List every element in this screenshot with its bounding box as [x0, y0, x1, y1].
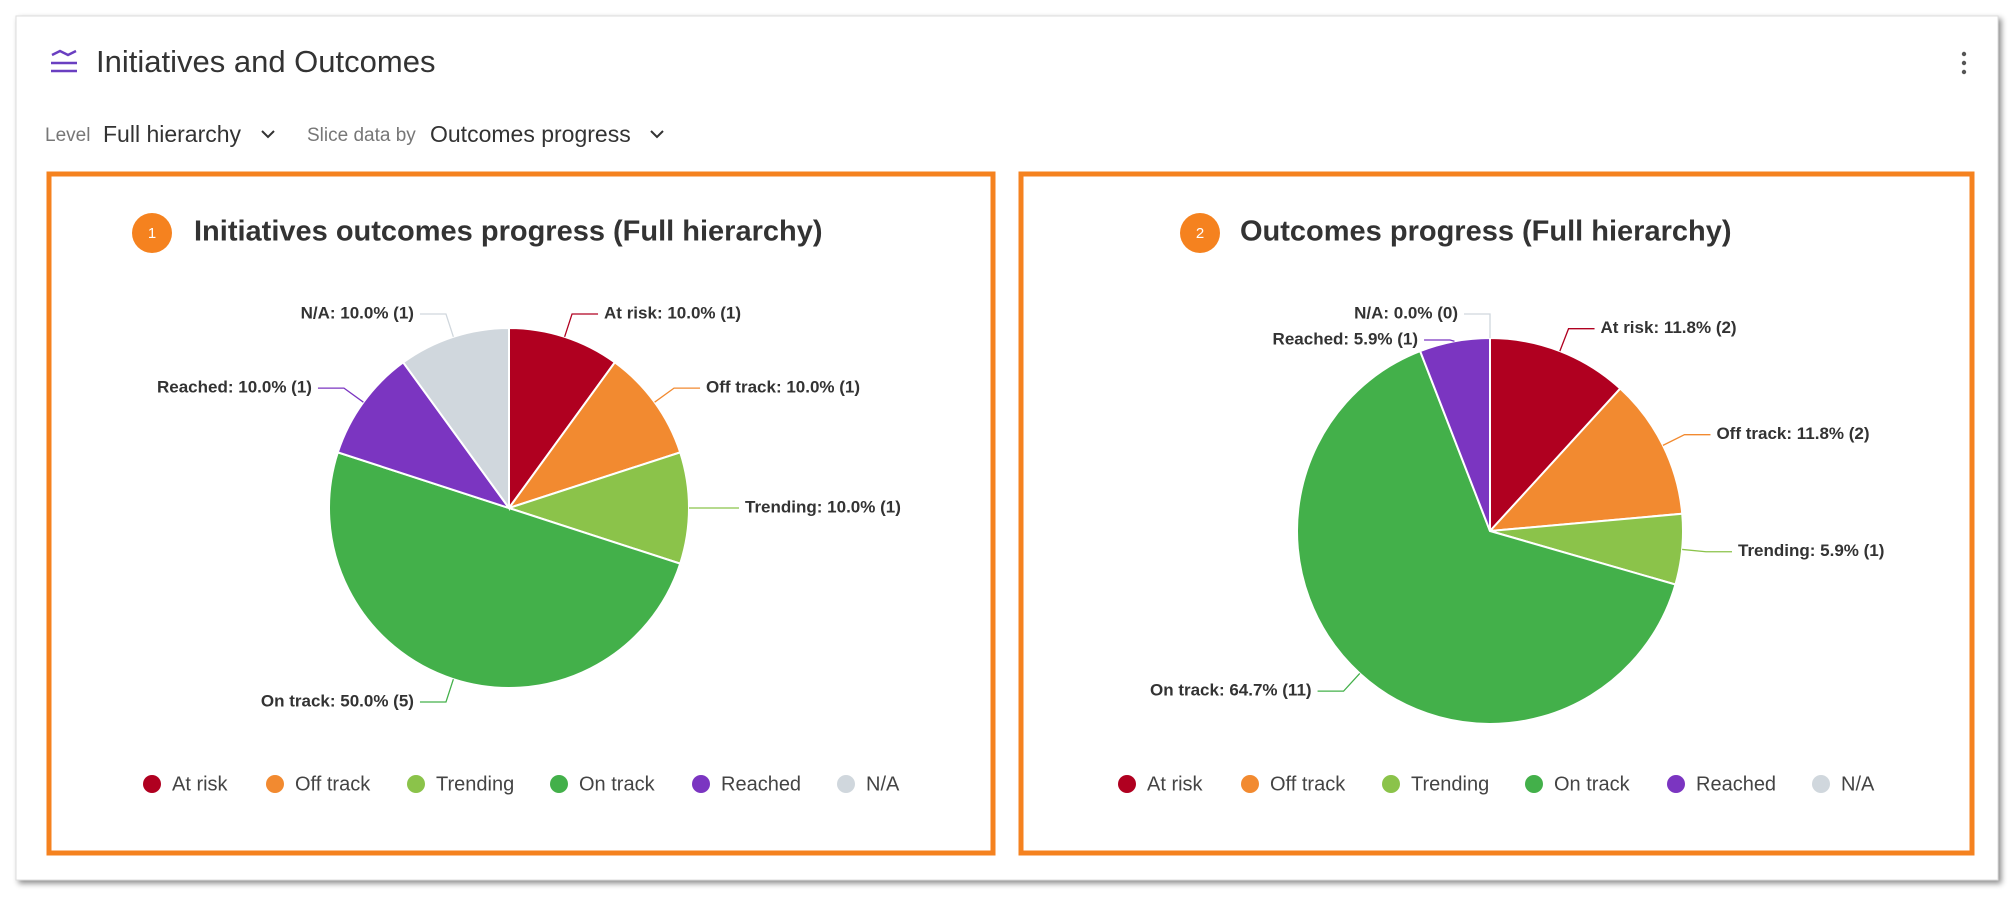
chart-title: Outcomes progress (Full hierarchy) [1240, 216, 1732, 248]
level-dropdown[interactable]: Full hierarchy [103, 121, 242, 147]
legend-swatch [1812, 775, 1830, 793]
badge-number: 1 [148, 225, 156, 242]
legend-swatch [1525, 775, 1543, 793]
legend-swatch [550, 775, 568, 793]
kebab-menu[interactable] [1961, 51, 1967, 75]
chevron[interactable] [650, 130, 664, 139]
legend-label: Reached [721, 773, 801, 795]
data-label: Reached: 10.0% (1) [157, 378, 312, 397]
legend-label: Reached [1696, 773, 1776, 795]
legend-label: Trending [436, 773, 514, 795]
pie-slice [401, 326, 510, 512]
badge [132, 213, 172, 253]
legend-swatch [1241, 775, 1259, 793]
pie-slice [508, 326, 617, 512]
leader-line [419, 313, 454, 338]
pie-slice [506, 360, 682, 510]
legend-label: At risk [172, 773, 229, 795]
legend-label: On track [1554, 773, 1631, 795]
pie-slice [1296, 349, 1677, 725]
legend-label: Trending [1411, 773, 1489, 795]
legend-label: Off track [295, 773, 371, 795]
leader-line [419, 678, 454, 703]
legend-swatch [692, 775, 710, 793]
leader-line [1424, 339, 1455, 342]
legend-label: Off track [1270, 773, 1346, 795]
pie-slice [328, 451, 682, 689]
legend-swatch [407, 775, 425, 793]
data-label: On track: 64.7% (11) [1150, 681, 1312, 700]
data-label: N/A: 10.0% (1) [301, 303, 414, 322]
legend-swatch [1382, 775, 1400, 793]
leader-line [1682, 548, 1733, 553]
leader-line [1559, 328, 1595, 352]
slice-label: Slice data by [307, 125, 416, 146]
data-label: At risk: 10.0% (1) [604, 303, 741, 322]
slice-dropdown[interactable]: Outcomes progress [430, 121, 631, 147]
page-title: Initiatives and Outcomes [96, 44, 435, 79]
legend-label: N/A [1841, 773, 1875, 795]
leader-line [564, 313, 599, 338]
data-label: Off track: 11.8% (2) [1716, 424, 1869, 443]
legend-swatch [837, 775, 855, 793]
data-label: On track: 50.0% (5) [261, 691, 414, 710]
pie-slice [336, 360, 512, 510]
badge [1180, 213, 1220, 253]
data-label: At risk: 11.8% (2) [1601, 318, 1737, 337]
leader-line [654, 387, 701, 403]
leader-line [317, 387, 364, 403]
chevron[interactable] [261, 130, 275, 139]
legend-swatch [1667, 775, 1685, 793]
level-label: Level [45, 125, 90, 146]
legend-label: N/A [866, 773, 900, 795]
legend-swatch [266, 775, 284, 793]
data-label: Trending: 10.0% (1) [745, 497, 901, 516]
menu-icon [51, 49, 77, 73]
legend-label: At risk [1147, 773, 1204, 795]
legend-label: On track [579, 773, 656, 795]
pie-slice [1489, 336, 1622, 534]
pie-slice [1487, 387, 1684, 533]
badge-number: 2 [1196, 225, 1204, 242]
leader-line [1317, 672, 1361, 692]
legend-swatch [1118, 775, 1136, 793]
data-label: Trending: 5.9% (1) [1738, 541, 1884, 560]
data-label: Off track: 10.0% (1) [706, 378, 860, 397]
chart-title: Initiatives outcomes progress (Full hier… [194, 216, 823, 248]
pie-slice [505, 451, 690, 565]
leader-line [1464, 313, 1491, 338]
data-label: N/A: 0.0% (0) [1354, 303, 1458, 322]
leader-line [1662, 434, 1711, 446]
legend-swatch [143, 775, 161, 793]
data-label: Reached: 5.9% (1) [1273, 329, 1419, 348]
